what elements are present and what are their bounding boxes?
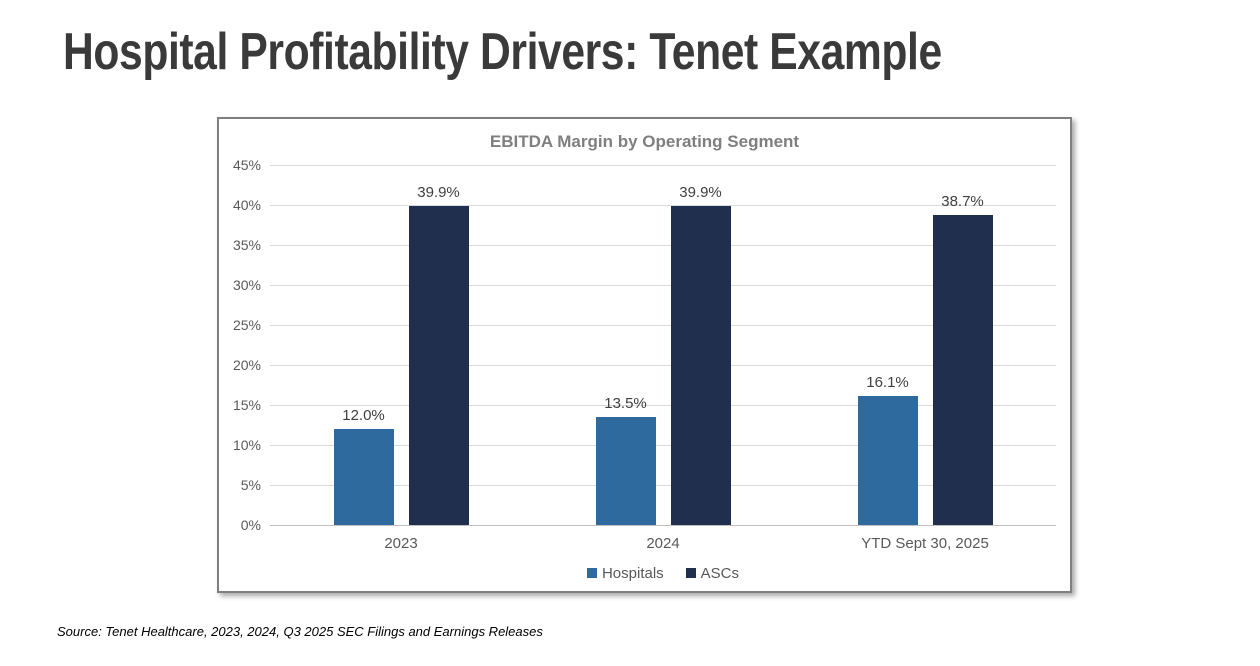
bar-data-label: 16.1%: [866, 374, 909, 392]
bar-hospitals-ytd-sept-30-2025: 16.1%: [857, 374, 918, 525]
gridline: [270, 405, 1056, 406]
bar-data-label: 39.9%: [679, 183, 722, 201]
y-tick-label: 10%: [232, 437, 261, 453]
bar-data-label: 38.7%: [941, 193, 984, 211]
bar-ascs-2024: 39.9%: [670, 184, 731, 525]
y-tick-label: 0%: [240, 517, 261, 533]
plot-area: 12.0% 39.9% 13.5% 39.9% 16.1% 38.7%: [270, 165, 1056, 526]
gridline: [270, 365, 1056, 366]
x-axis-line: [270, 525, 1056, 526]
y-tick-label: 25%: [232, 317, 261, 333]
page-title: Hospital Profitability Drivers: Tenet Ex…: [63, 23, 942, 81]
bar-group: 13.5% 39.9%: [532, 165, 794, 525]
gridline: [270, 325, 1056, 326]
bar-data-label: 39.9%: [417, 183, 460, 201]
bar-group: 12.0% 39.9%: [270, 165, 532, 525]
legend-swatch-icon: [685, 568, 696, 578]
gridline: [270, 285, 1056, 286]
gridline: [270, 245, 1056, 246]
bar-data-label: 12.0%: [342, 407, 385, 424]
x-axis-label: YTD Sept 30, 2025: [861, 535, 989, 552]
legend-item-hospitals: Hospitals: [586, 564, 664, 582]
legend-swatch-icon: [586, 568, 597, 578]
y-tick-label: 40%: [232, 197, 261, 213]
bar-data-label: 13.5%: [604, 395, 647, 412]
legend-item-ascs: ASCs: [685, 564, 740, 582]
y-tick-label: 45%: [232, 157, 261, 173]
y-tick-label: 15%: [232, 397, 261, 413]
x-axis-label: 2024: [646, 535, 680, 552]
bar-ascs-2023: 39.9%: [408, 184, 469, 525]
legend-label: ASCs: [700, 564, 740, 582]
bar-group: 16.1% 38.7%: [794, 165, 1056, 525]
legend-label: Hospitals: [601, 564, 664, 582]
bar-hospitals-2023: 12.0%: [333, 407, 394, 525]
y-tick-label: 20%: [232, 357, 261, 373]
bar-ascs-ytd-sept-30-2025: 38.7%: [932, 193, 993, 525]
y-tick-label: 5%: [240, 477, 261, 493]
x-axis-label: 2023: [384, 535, 418, 552]
chart-container: EBITDA Margin by Operating Segment 0% 5% 1…: [217, 117, 1072, 593]
y-tick-label: 30%: [232, 277, 261, 293]
legend: Hospitals ASCs: [270, 564, 1056, 582]
x-axis-labels: 2023 2024 YTD Sept 30, 2025: [270, 535, 1056, 552]
gridline: [270, 205, 1056, 206]
gridline: [270, 445, 1056, 446]
bar-hospitals-2024: 13.5%: [595, 395, 656, 525]
chart-title: EBITDA Margin by Operating Segment: [489, 132, 800, 151]
gridline: [270, 165, 1056, 166]
y-tick-label: 35%: [232, 237, 261, 253]
source-note: Source: Tenet Healthcare, 2023, 2024, Q3…: [57, 624, 543, 639]
gridline: [270, 485, 1056, 486]
